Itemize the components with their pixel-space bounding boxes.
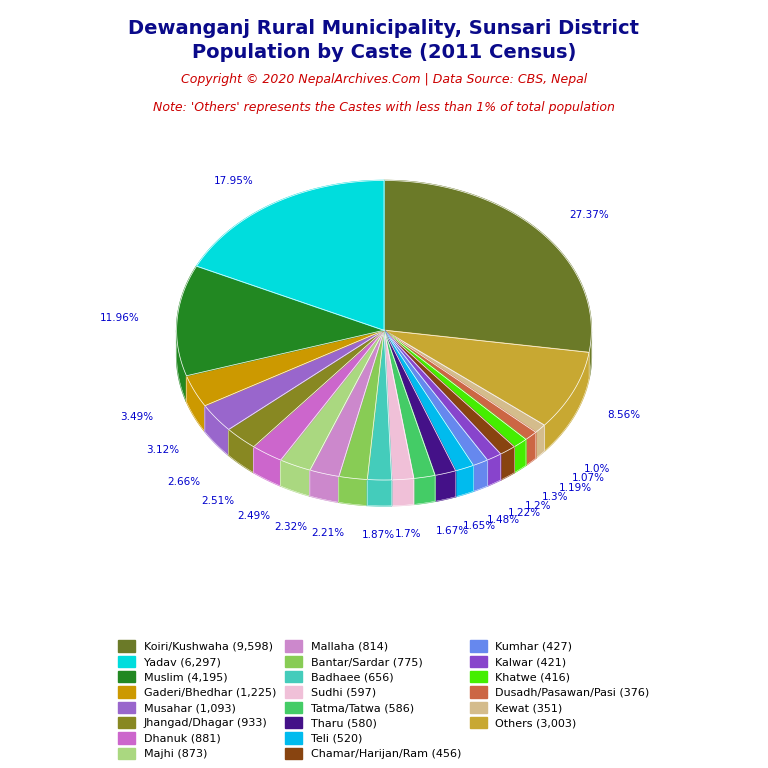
Text: 17.95%: 17.95% xyxy=(214,176,253,186)
Text: 2.32%: 2.32% xyxy=(274,521,307,531)
Polygon shape xyxy=(501,447,515,480)
Polygon shape xyxy=(384,330,435,478)
Text: 11.96%: 11.96% xyxy=(100,313,140,323)
Polygon shape xyxy=(384,330,414,480)
Text: Dewanganj Rural Municipality, Sunsari District
Population by Caste (2011 Census): Dewanganj Rural Municipality, Sunsari Di… xyxy=(128,19,640,61)
Polygon shape xyxy=(310,470,339,502)
Polygon shape xyxy=(177,266,384,376)
Text: 2.51%: 2.51% xyxy=(201,496,234,506)
Polygon shape xyxy=(414,475,435,505)
Text: Copyright © 2020 NepalArchives.Com | Data Source: CBS, Nepal: Copyright © 2020 NepalArchives.Com | Dat… xyxy=(181,73,587,86)
Polygon shape xyxy=(187,330,384,406)
Polygon shape xyxy=(187,376,205,432)
Text: 1.07%: 1.07% xyxy=(572,473,605,483)
Text: 3.49%: 3.49% xyxy=(120,412,153,422)
Polygon shape xyxy=(526,432,536,465)
Polygon shape xyxy=(339,330,384,479)
Polygon shape xyxy=(384,330,536,439)
Polygon shape xyxy=(253,447,280,486)
Polygon shape xyxy=(384,330,545,432)
Polygon shape xyxy=(384,330,488,465)
Text: 1.2%: 1.2% xyxy=(525,501,551,511)
Polygon shape xyxy=(545,353,589,451)
Text: 1.7%: 1.7% xyxy=(395,529,421,539)
Polygon shape xyxy=(384,330,589,425)
Polygon shape xyxy=(435,471,455,502)
Text: 1.65%: 1.65% xyxy=(462,521,495,531)
Polygon shape xyxy=(310,330,384,476)
Polygon shape xyxy=(229,330,384,447)
Text: 2.66%: 2.66% xyxy=(167,477,200,487)
Text: 1.0%: 1.0% xyxy=(584,465,611,475)
Polygon shape xyxy=(205,406,229,455)
Text: 1.19%: 1.19% xyxy=(558,483,591,493)
Polygon shape xyxy=(536,425,545,458)
Polygon shape xyxy=(515,439,526,472)
Polygon shape xyxy=(488,454,501,486)
Polygon shape xyxy=(205,330,384,429)
Polygon shape xyxy=(280,330,384,470)
Text: 1.67%: 1.67% xyxy=(435,526,469,536)
Polygon shape xyxy=(455,465,473,497)
Text: 8.56%: 8.56% xyxy=(607,410,641,420)
Polygon shape xyxy=(384,330,526,447)
Text: 1.22%: 1.22% xyxy=(508,508,541,518)
Text: 1.87%: 1.87% xyxy=(362,530,395,540)
Polygon shape xyxy=(253,330,384,460)
Polygon shape xyxy=(392,478,414,506)
Polygon shape xyxy=(197,180,384,330)
Polygon shape xyxy=(384,330,515,454)
Polygon shape xyxy=(589,332,591,379)
Text: 1.3%: 1.3% xyxy=(542,492,568,502)
Polygon shape xyxy=(384,330,473,471)
Polygon shape xyxy=(177,330,187,402)
Polygon shape xyxy=(367,479,392,506)
Polygon shape xyxy=(280,460,310,496)
Text: 1.48%: 1.48% xyxy=(487,515,520,525)
Text: 3.12%: 3.12% xyxy=(146,445,179,455)
Polygon shape xyxy=(339,476,367,505)
Text: 2.21%: 2.21% xyxy=(311,528,344,538)
Legend: Koiri/Kushwaha (9,598), Yadav (6,297), Muslim (4,195), Gaderi/Bhedhar (1,225), M: Koiri/Kushwaha (9,598), Yadav (6,297), M… xyxy=(115,637,653,763)
Polygon shape xyxy=(473,460,488,492)
Text: 2.49%: 2.49% xyxy=(237,511,270,521)
Polygon shape xyxy=(367,330,392,480)
Polygon shape xyxy=(384,330,501,460)
Text: 27.37%: 27.37% xyxy=(569,210,609,220)
Polygon shape xyxy=(229,429,253,472)
Polygon shape xyxy=(384,180,591,353)
Polygon shape xyxy=(384,330,455,475)
Text: Note: 'Others' represents the Castes with less than 1% of total population: Note: 'Others' represents the Castes wit… xyxy=(153,101,615,114)
